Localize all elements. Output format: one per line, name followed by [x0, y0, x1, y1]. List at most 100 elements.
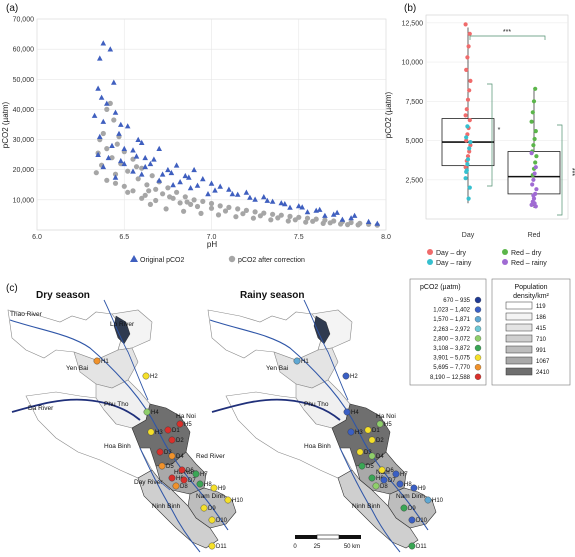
dry-phu-tho-label: Phu Tho [104, 401, 129, 408]
original-point [109, 142, 115, 148]
legend-marker-corrected [228, 255, 236, 263]
corrected-point [167, 194, 173, 200]
data-points-b [463, 22, 539, 209]
original-point [156, 177, 162, 183]
box-data-point [533, 129, 538, 134]
original-point [133, 153, 140, 159]
rainy-province-hoa-binh [225, 391, 353, 479]
corrected-point [139, 165, 145, 171]
sampling-site-marker [142, 372, 150, 380]
sampling-site-marker [408, 516, 416, 524]
sampling-site-label: D9 [408, 506, 416, 512]
original-point [121, 145, 127, 151]
corrected-point [194, 203, 201, 210]
pco2-range-swatch [474, 306, 482, 313]
sampling-site-marker [178, 466, 186, 474]
corrected-point [125, 189, 131, 195]
density-swatch [505, 323, 533, 332]
sampling-site-label: D1 [172, 428, 180, 434]
box-data-point [533, 160, 538, 165]
box-data-point [463, 22, 468, 27]
sampling-site-marker [143, 408, 151, 416]
dry-season-sampling-sites: H1H2H3H4H5D1D2D3D4D5H6D6D7D8H7H8H9H10D9D… [93, 357, 244, 550]
sampling-site-marker [293, 357, 301, 365]
original-point [339, 216, 346, 222]
sampling-site-marker [368, 474, 376, 482]
corrected-point [104, 177, 110, 183]
x-axis-label-a: pH [207, 240, 217, 249]
original-point [116, 130, 122, 136]
scale-label-0: 0 [293, 544, 297, 550]
box-data-point [533, 165, 538, 170]
y-tick-label: 60,000 [13, 47, 35, 54]
sampling-site-marker [372, 482, 380, 490]
red-river-line-rainy [209, 319, 429, 531]
original-point [95, 85, 101, 91]
corrected-point [100, 130, 106, 137]
sampling-site-marker [172, 482, 180, 490]
legend-marker-day-rainy [427, 259, 433, 265]
sampling-site-marker [168, 452, 176, 460]
corrected-point [130, 188, 136, 194]
density-swatch [505, 334, 533, 343]
sampling-site-marker [424, 496, 432, 504]
panel-a-scatter-chart: (a) 10,000 20,000 30,000 40,000 50,000 60,000… [1, 3, 391, 264]
sampling-site-label: D2 [176, 438, 184, 444]
corrected-point [257, 213, 263, 219]
sampling-site-marker [392, 470, 400, 478]
sampling-site-marker [210, 484, 218, 492]
scale-label-50: 50 km [344, 544, 360, 550]
corrected-point [181, 208, 187, 214]
legend-label-red-rainy: Red – rainy [511, 260, 547, 267]
box-data-point [533, 86, 538, 91]
density-swatch [505, 312, 533, 321]
original-point [217, 183, 223, 189]
corrected-point [146, 188, 152, 194]
original-point [322, 212, 328, 218]
original-point [130, 168, 136, 174]
bracket-day [487, 83, 493, 187]
sampling-site-marker [208, 542, 216, 550]
sampling-site-label: D3 [164, 450, 172, 456]
sampling-site-label: D6 [386, 468, 394, 474]
legend-marker-red-rainy [502, 259, 508, 265]
corrected-point [250, 215, 256, 221]
panel-c-maps: (c) Dry season Thao River Lo River Da Ri… [6, 278, 571, 553]
original-point [348, 215, 354, 221]
density-value-label: 1067 [536, 359, 550, 365]
box-data-point [467, 31, 472, 36]
corrected-point [200, 198, 206, 204]
sampling-site-marker [224, 496, 232, 504]
box-data-point [530, 182, 535, 187]
pco2-range-label: 5,695 – 7,770 [433, 365, 470, 371]
dry-ha-noi-label: Ha Noi [176, 413, 196, 420]
corrected-point [111, 117, 117, 123]
sampling-site-label: H1 [101, 359, 109, 365]
box-data-point [465, 162, 470, 167]
box-data-point [534, 154, 539, 159]
bracket-day-red [469, 35, 546, 40]
box-data-point [464, 169, 469, 174]
pco2-range-swatch [474, 316, 482, 323]
box-data-point [531, 99, 537, 104]
original-point [147, 160, 154, 167]
sampling-site-marker [168, 474, 176, 482]
legend-label-corrected: pCO2 after correction [238, 257, 305, 264]
pco2-range-label: 3,901 – 5,075 [433, 356, 470, 362]
density-value-label: 119 [536, 304, 546, 310]
original-point [104, 100, 110, 106]
sampling-site-label: D10 [216, 518, 228, 524]
box-data-point [467, 149, 472, 154]
y-tick-label: 40,000 [13, 107, 35, 114]
data-points-a [91, 40, 381, 228]
box-data-point [464, 135, 469, 140]
original-point [247, 194, 253, 200]
corrected-point [327, 220, 333, 226]
y-tick-label-b: 5,000 [405, 138, 423, 145]
corrected-point [142, 192, 148, 198]
corrected-point [304, 215, 311, 221]
rainy-season-map: Rainy season Yen Bai Phu Tho Hoa Binh Ha… [207, 290, 444, 553]
corrected-point [125, 168, 131, 174]
density-value-label: 186 [536, 315, 547, 321]
corrected-point [243, 207, 249, 213]
